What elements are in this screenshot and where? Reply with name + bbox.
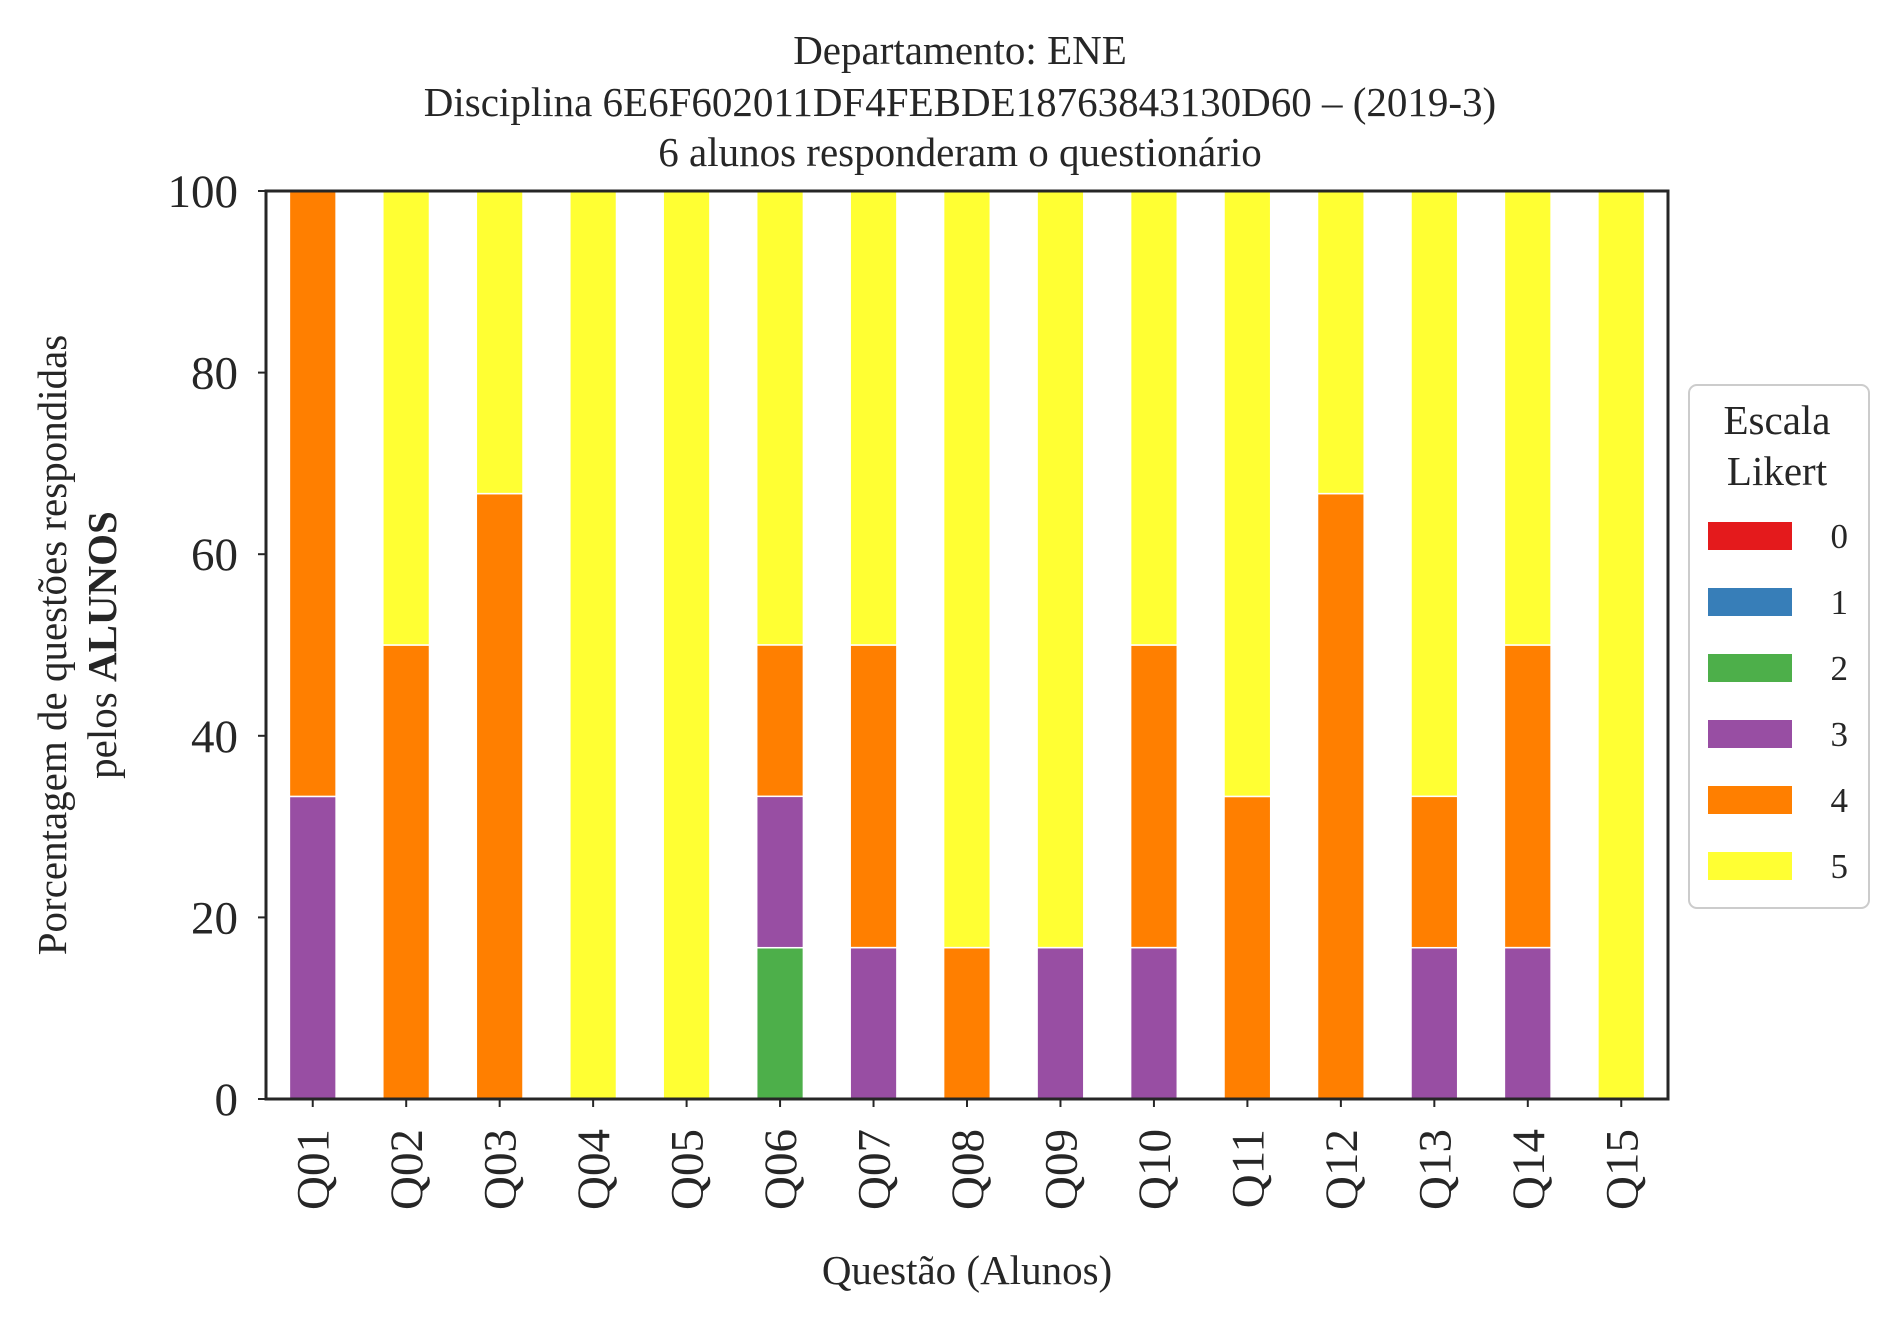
legend-label-1: 1	[1831, 583, 1849, 622]
y-tick-label: 0	[215, 1074, 239, 1126]
bar-Q13-level-4	[1410, 795, 1459, 949]
legend-items: 0 1 2 3 4 5	[1708, 517, 1848, 886]
bar-Q12-level-5	[1316, 190, 1365, 495]
chart-title: Departamento: ENE Disciplina 6E6F602011D…	[424, 27, 1496, 175]
title-line-1: Departamento: ENE	[793, 27, 1127, 73]
legend-swatch-4	[1708, 786, 1792, 814]
bar-Q09-level-5	[1036, 190, 1085, 949]
legend-title-line-1: Escala	[1724, 397, 1831, 443]
x-tick-label: Q03	[475, 1129, 527, 1210]
legend-swatch-3	[1708, 720, 1792, 748]
x-tick-label: Q09	[1036, 1129, 1088, 1210]
y-tick-label: 20	[191, 892, 238, 944]
bar-Q04-level-5	[569, 190, 618, 1100]
x-ticks-group: Q01 Q02 Q03 Q04 Q05 Q06 Q07 Q08 Q09 Q10 Q11 Q12 Q13 Q…	[288, 1099, 1648, 1210]
legend-label-5: 5	[1831, 847, 1849, 886]
bar-Q03-level-4	[475, 492, 524, 1100]
bar-Q01-level-3	[288, 795, 337, 1100]
bar-Q11-level-4	[1223, 795, 1272, 1100]
y-ticks-group: 0 20 40 60 80 100	[168, 166, 266, 1126]
bar-Q06-level-2	[755, 946, 805, 1100]
bar-Q06-level-4	[755, 644, 805, 798]
x-tick-label: Q06	[755, 1129, 807, 1210]
bar-Q03-level-5	[475, 190, 524, 495]
bar-Q06-level-5	[755, 190, 805, 646]
bar-Q12-level-4	[1316, 492, 1365, 1100]
y-axis-label-bold: ALUNOS	[79, 511, 125, 682]
y-axis-label-line-2: pelos ALUNOS	[79, 511, 125, 779]
legend-swatch-1	[1708, 588, 1792, 616]
bar-Q14-level-3	[1503, 946, 1552, 1100]
legend-label-3: 3	[1831, 715, 1849, 754]
y-tick-label: 100	[168, 166, 239, 218]
bar-Q08-level-4	[942, 946, 992, 1100]
x-tick-label: Q05	[662, 1129, 714, 1210]
bar-Q09-level-3	[1036, 946, 1085, 1100]
legend-label-4: 4	[1831, 781, 1849, 820]
x-tick-label: Q08	[942, 1129, 994, 1210]
legend-frame	[1688, 384, 1870, 909]
bar-Q11-level-5	[1223, 190, 1272, 798]
bar-Q15-level-5	[1597, 190, 1646, 1100]
legend-label-0: 0	[1831, 517, 1849, 556]
bar-Q13-level-5	[1410, 190, 1459, 798]
bar-Q10-level-4	[1129, 644, 1179, 949]
bar-Q08-level-5	[942, 190, 992, 949]
y-tick-label: 40	[191, 711, 238, 763]
bars-group	[288, 190, 1646, 1100]
bar-Q13-level-3	[1410, 946, 1459, 1100]
bar-Q02-level-4	[382, 644, 431, 1100]
bar-Q10-level-3	[1129, 946, 1179, 1100]
legend-swatch-2	[1708, 654, 1792, 682]
y-axis-label: Porcentagem de questões respondidas pelo…	[29, 335, 125, 956]
bar-Q07-level-3	[849, 946, 898, 1100]
x-tick-label: Q07	[849, 1129, 901, 1210]
bar-Q10-level-5	[1129, 190, 1179, 646]
bar-Q14-level-5	[1503, 190, 1552, 646]
x-axis-label: Questão (Alunos)	[822, 1247, 1112, 1293]
legend-title-line-2: Likert	[1727, 448, 1828, 494]
y-axis-label-line-1: Porcentagem de questões respondidas	[29, 335, 75, 956]
x-tick-label: Q01	[288, 1129, 340, 1210]
bar-Q01-level-4	[288, 190, 337, 798]
x-tick-label: Q13	[1409, 1129, 1461, 1210]
bar-Q07-level-5	[849, 190, 898, 646]
x-tick-label: Q02	[381, 1129, 433, 1210]
legend: Escala Likert 0 1 2 3 4 5	[1688, 384, 1870, 909]
x-tick-label: Q14	[1503, 1129, 1555, 1210]
x-tick-label: Q10	[1129, 1129, 1181, 1210]
x-tick-label: Q12	[1316, 1129, 1368, 1210]
title-line-3: 6 alunos responderam o questionário	[658, 129, 1261, 175]
title-line-2: Disciplina 6E6F602011DF4FEBDE18763843130…	[424, 79, 1496, 125]
y-tick-label: 80	[191, 348, 238, 400]
bar-Q02-level-5	[382, 190, 431, 646]
y-axis-label-prefix: pelos	[79, 682, 125, 779]
y-tick-label: 60	[191, 529, 238, 581]
bar-Q06-level-3	[755, 795, 805, 949]
legend-swatch-0	[1708, 522, 1792, 550]
bar-Q05-level-5	[662, 190, 711, 1100]
legend-swatch-5	[1708, 852, 1792, 880]
bar-Q07-level-4	[849, 644, 898, 949]
x-tick-label: Q04	[568, 1129, 620, 1210]
legend-label-2: 2	[1831, 649, 1849, 688]
plot-frame	[264, 189, 1670, 1101]
x-tick-label: Q11	[1222, 1129, 1274, 1208]
x-tick-label: Q15	[1596, 1129, 1648, 1210]
bar-Q14-level-4	[1503, 644, 1552, 949]
